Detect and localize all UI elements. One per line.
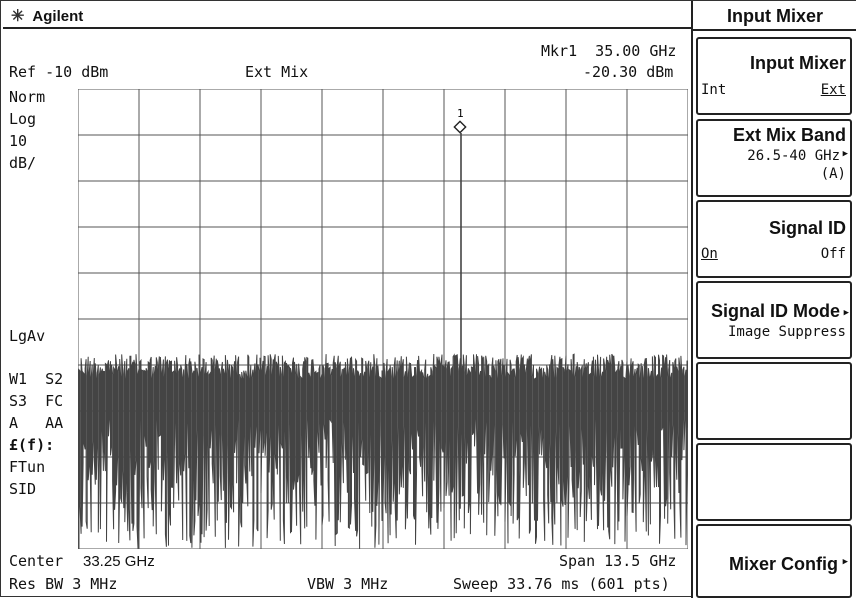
brand-logo: ✳ Agilent xyxy=(11,6,83,26)
menu-title: Input Mixer xyxy=(693,1,856,31)
softkey-input-mixer[interactable]: Input Mixer Int Ext xyxy=(696,37,852,115)
span-value: Span 13.5 GHz xyxy=(559,552,677,570)
average-type: LgAv xyxy=(9,327,46,345)
marker-frequency: Mkr1 35.00 GHz xyxy=(541,42,677,60)
reference-level: Ref -10 dBm xyxy=(9,63,109,81)
option-int: Int xyxy=(701,82,727,98)
marker-amplitude: -20.30 dBm xyxy=(583,63,674,81)
softkey-signal-id[interactable]: Signal ID On Off xyxy=(696,200,852,278)
starburst-icon: ✳ xyxy=(11,8,25,25)
softkey-label: Mixer Config xyxy=(728,554,838,574)
ftun-label: FTun xyxy=(9,458,46,476)
scale-unit: dB/ xyxy=(9,154,37,172)
log-label: Log xyxy=(9,110,37,128)
spectrum-display: 1 xyxy=(78,89,688,549)
center-frequency: 33.25 GHz xyxy=(83,553,155,570)
submenu-arrow-icon: ▶ xyxy=(842,149,848,159)
marker-number: 1 xyxy=(457,107,464,120)
softkey-label: Input Mixer xyxy=(749,53,846,73)
band-letter: (A) xyxy=(820,166,846,182)
softkey-ext-mix-band[interactable]: Ext Mix Band 26.5-40 GHz ▶ (A) xyxy=(696,119,852,197)
submenu-arrow-icon: ▶ xyxy=(842,557,848,567)
norm-label: Norm xyxy=(9,88,46,106)
corrections-label: £(f): xyxy=(9,436,55,454)
band-range: 26.5-40 GHz xyxy=(747,148,840,164)
softkey-signal-id-mode[interactable]: Signal ID Mode ▶ Image Suppress xyxy=(696,281,852,359)
trace-status-1: W1 S2 xyxy=(9,370,64,388)
mixer-mode: Ext Mix xyxy=(245,63,309,81)
softkey-label: Ext Mix Band xyxy=(732,125,846,145)
option-off: Off xyxy=(820,246,846,262)
brand-name: Agilent xyxy=(32,8,84,25)
spectrum-trace xyxy=(78,353,688,549)
softkey-blank-6[interactable] xyxy=(696,443,852,521)
softkey-blank-5[interactable] xyxy=(696,362,852,440)
trace-status-2: S3 FC xyxy=(9,392,64,410)
mode-value: Image Suppress xyxy=(727,324,846,340)
sid-label: SID xyxy=(9,480,37,498)
title-bar: ✳ Agilent xyxy=(3,3,693,29)
sweep-time: Sweep 33.76 ms (601 pts) xyxy=(453,575,670,593)
submenu-arrow-icon: ▶ xyxy=(843,308,849,318)
scale-value: 10 xyxy=(9,132,28,150)
option-on-selected: On xyxy=(701,246,718,262)
softkey-label: Signal ID xyxy=(768,218,846,238)
softkey-label: Signal ID Mode xyxy=(710,301,840,321)
softkey-menu: Input Mixer Input Mixer Int Ext Ext Mix … xyxy=(691,1,856,598)
center-label: Center xyxy=(9,552,64,570)
video-bandwidth: VBW 3 MHz xyxy=(307,575,389,593)
trace-status-3: A AA xyxy=(9,414,64,432)
option-ext-selected: Ext xyxy=(820,82,846,98)
softkey-mixer-config[interactable]: Mixer Config ▶ xyxy=(696,524,852,598)
resolution-bandwidth: Res BW 3 MHz xyxy=(9,575,118,593)
marker-diamond-icon xyxy=(453,120,467,134)
